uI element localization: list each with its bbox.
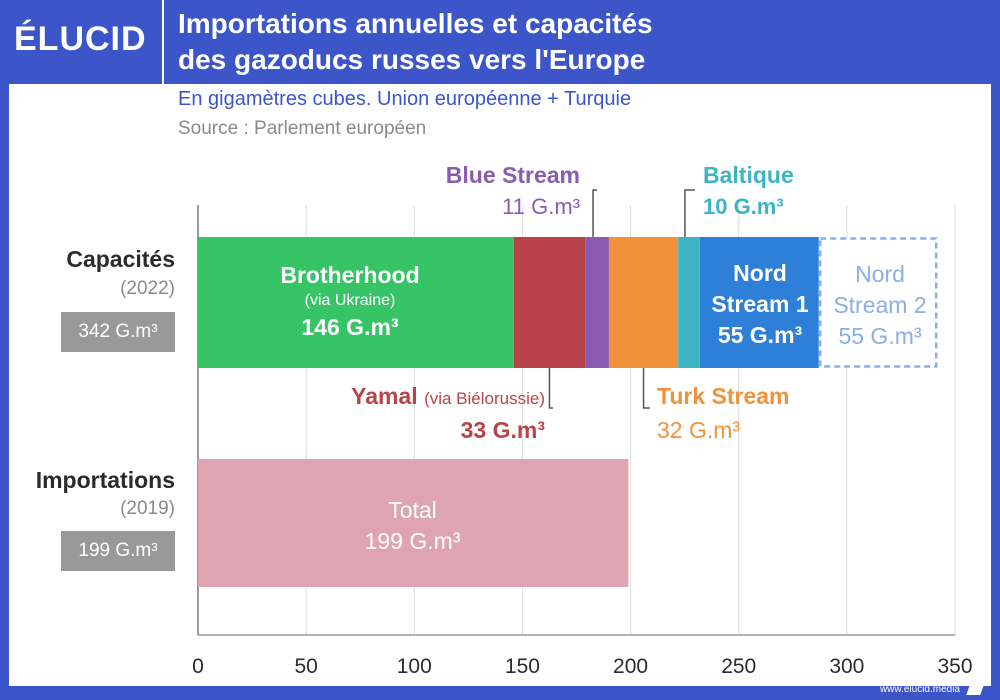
x-tick-label-250: 250 <box>721 655 756 678</box>
blue-stream-name: Blue Stream <box>445 162 580 188</box>
x-tick-label-350: 350 <box>937 655 972 678</box>
brotherhood-name: Brotherhood <box>280 262 420 288</box>
row-value-importations: 199 G.m³ <box>61 531 175 571</box>
x-tick-label-200: 200 <box>613 655 648 678</box>
turk-stream-value: 32 G.m³ <box>657 417 741 443</box>
x-tick-label-150: 150 <box>505 655 540 678</box>
leader-yamal <box>548 368 553 409</box>
source: Source : Parlement européen <box>178 118 427 139</box>
bar-nord-stream-1 <box>699 237 819 368</box>
leader-baltique <box>684 189 695 237</box>
x-tick-label-50: 50 <box>294 655 317 678</box>
x-tick-label-0: 0 <box>192 655 204 678</box>
yamal-name: Yamal <box>351 383 418 409</box>
header: ÉLUCID Importations annuelles et capacit… <box>0 0 1000 84</box>
nord-stream-1-value: 55 G.m³ <box>717 322 803 348</box>
leader-turk-stream <box>642 368 650 409</box>
total-name: Total <box>388 497 437 523</box>
footer-url: www.elucid.media <box>879 684 960 695</box>
row-value-capacites: 342 G.m³ <box>61 312 175 352</box>
row-year-capacites: (2022) <box>120 278 175 299</box>
label-nord-stream-1: Nord Stream 1 55 G.m³ <box>700 258 820 351</box>
subtitle: En gigamètres cubes. Union européenne + … <box>178 88 632 110</box>
nord-stream-1-line2: Stream 1 <box>711 291 809 317</box>
row-label-importations: Importations <box>35 467 175 493</box>
bar-nord-stream-2 <box>818 237 938 368</box>
nord-stream-2-line1: Nord <box>855 261 905 287</box>
x-tick-label-100: 100 <box>397 655 432 678</box>
label-baltique: Baltique 10 G.m³ <box>703 162 833 220</box>
label-yamal: Yamal (via Biélorussie) 33 G.m³ <box>250 383 545 444</box>
blue-stream-value: 11 G.m³ <box>502 194 580 219</box>
yamal-value: 33 G.m³ <box>460 417 545 443</box>
title-line-2: des gazoducs russes vers l'Europe <box>178 44 646 75</box>
row-label-capacites: Capacités <box>66 246 175 272</box>
label-nord-stream-2: Nord Stream 2 55 G.m³ <box>820 259 940 352</box>
title-line-1: Importations annuelles et capacités <box>178 8 653 39</box>
bar-blue-stream <box>585 237 609 368</box>
total-value: 199 G.m³ <box>364 528 461 554</box>
bar-turk-stream <box>608 237 679 368</box>
yamal-title: Yamal (via Biélorussie) <box>250 383 545 410</box>
baltique-name: Baltique <box>703 162 794 188</box>
label-blue-stream: Blue Stream 11 G.m³ <box>400 162 580 220</box>
label-turk-stream: Turk Stream 32 G.m³ <box>657 383 857 444</box>
row-year-importations: (2019) <box>120 498 175 519</box>
nord-stream-2-line2: Stream 2 <box>833 292 927 318</box>
bar-yamal <box>513 237 586 368</box>
bar-total <box>198 459 629 587</box>
baltique-value: 10 G.m³ <box>703 194 784 219</box>
brand-logo: ÉLUCID <box>14 20 147 58</box>
nord-stream-1-line1: Nord <box>733 260 787 286</box>
label-total: Total 199 G.m³ <box>300 495 525 557</box>
leader-blue-stream <box>592 189 597 237</box>
x-tick-label-300: 300 <box>829 655 864 678</box>
brotherhood-value: 146 G.m³ <box>301 314 399 340</box>
nord-stream-2-value: 55 G.m³ <box>838 323 922 349</box>
bar-brotherhood <box>198 237 514 368</box>
chart-title: Importations annuelles et capacités des … <box>178 6 653 78</box>
bar-baltique <box>678 237 700 368</box>
brotherhood-sub: (via Ukraine) <box>304 292 396 309</box>
header-divider <box>162 0 164 84</box>
label-brotherhood: Brotherhood (via Ukraine) 146 G.m³ <box>230 262 470 341</box>
yamal-sub: (via Biélorussie) <box>424 389 545 408</box>
turk-stream-name: Turk Stream <box>657 383 790 409</box>
